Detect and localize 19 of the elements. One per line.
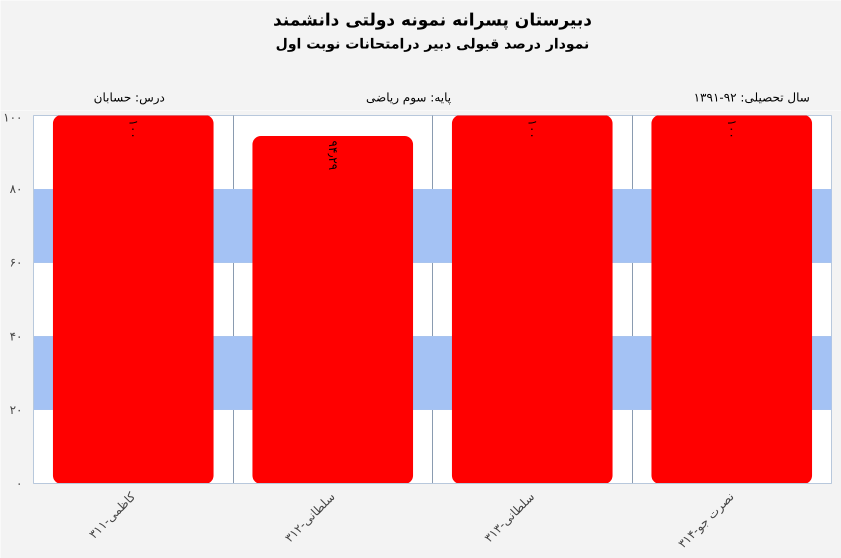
text: درس: حسابان: [94, 90, 165, 104]
chart-title: دبیرستان پسرانه نمونه دولتی دانشمند: [273, 10, 592, 30]
chart-subtitle: نمودار درصد قبولی دبیر درامتحانات نوبت اول: [276, 36, 590, 52]
x-tick-label: نصرت جو-۳۱۴: [675, 490, 737, 551]
y-tick-label: ۰: [16, 476, 23, 490]
x-tick-label: کاظمی-۳۱۱: [86, 489, 138, 542]
data-label: ۹۴٫۲۹: [326, 140, 340, 170]
y-tick-label: ۶۰: [10, 256, 22, 270]
data-label: ۱۰۰: [525, 120, 540, 139]
y-tick-label: ۲۰: [10, 402, 22, 417]
text: سال تحصیلی: ۹۲-۱۳۹۱: [694, 90, 810, 104]
text: پایه: سوم ریاضی: [366, 90, 452, 104]
x-tick-label: سلطانی-۳۱۲: [282, 490, 338, 546]
x-tick-label: سلطانی-۳۱۳: [482, 490, 538, 546]
data-label: ۱۰۰: [724, 120, 739, 139]
y-tick-label: ۱۰۰: [3, 110, 23, 124]
y-tick-label: ۸۰: [10, 182, 22, 196]
y-tick-label: ۴۰: [10, 329, 22, 344]
data-label: ۱۰۰: [126, 120, 140, 139]
